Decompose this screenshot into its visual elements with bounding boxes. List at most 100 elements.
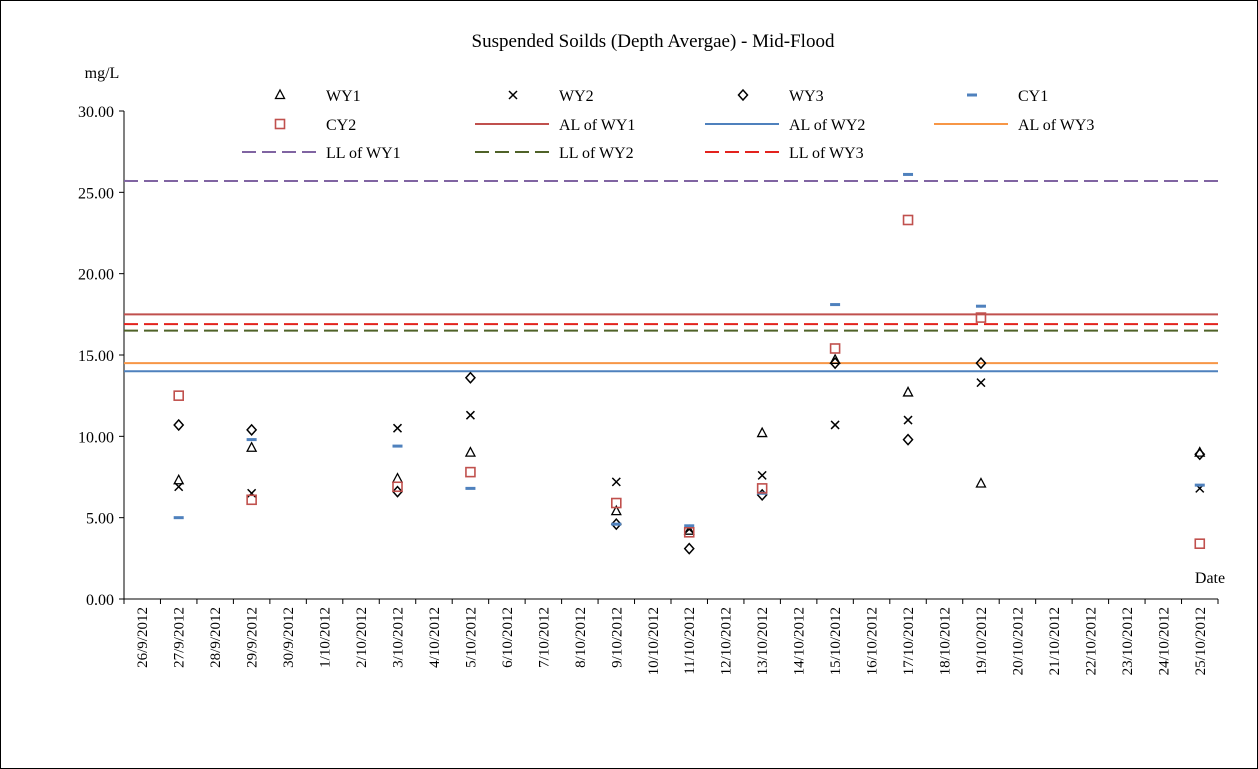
- legend-label: AL of WY2: [789, 117, 865, 134]
- data-point: [610, 504, 622, 516]
- data-point: [903, 415, 913, 425]
- legend-label: WY3: [789, 88, 824, 105]
- legend-entry: WY3: [737, 88, 824, 105]
- y-tick-label: 20.00: [78, 267, 114, 284]
- x-tick-label: 13/10/2012: [755, 607, 771, 675]
- x-tick-label: 24/10/2012: [1156, 607, 1172, 675]
- legend-entry: LL of WY1: [242, 145, 401, 162]
- data-point: [173, 390, 184, 401]
- data-point: [246, 438, 257, 442]
- x-tick-label: 28/9/2012: [208, 607, 224, 668]
- x-tick-label: 29/9/2012: [245, 607, 261, 668]
- legend-entry: AL of WY2: [705, 117, 865, 134]
- data-point: [830, 303, 841, 307]
- data-point: [975, 312, 987, 323]
- x-tick-label: 9/10/2012: [609, 607, 625, 668]
- data-point: [829, 353, 841, 365]
- data-point: [684, 524, 695, 528]
- data-point: [683, 524, 695, 535]
- legend-entry: CY2: [274, 117, 356, 134]
- x-tick-label: 18/10/2012: [938, 607, 954, 675]
- legend-label: CY2: [326, 117, 356, 134]
- x-tick-label: 7/10/2012: [536, 607, 552, 668]
- legend-entry: WY2: [508, 88, 594, 105]
- x-axis-label: Date: [1195, 570, 1225, 587]
- x-tick-label: 27/9/2012: [172, 607, 188, 668]
- x-tick-label: 16/10/2012: [865, 607, 881, 675]
- legend-entry: LL of WY2: [475, 145, 634, 162]
- x-tick-label: 20/10/2012: [1010, 607, 1026, 675]
- data-point: [737, 88, 749, 102]
- x-tick-label: 25/10/2012: [1193, 607, 1209, 675]
- data-point: [683, 542, 695, 555]
- data-point: [1194, 448, 1206, 461]
- x-tick-label: 6/10/2012: [500, 607, 516, 668]
- y-tick-label: 25.00: [78, 185, 114, 202]
- data-point: [756, 426, 768, 438]
- data-point: [967, 93, 977, 97]
- data-point: [976, 378, 986, 388]
- legend-label: CY1: [1018, 88, 1048, 105]
- x-tick-label: 10/10/2012: [646, 607, 662, 675]
- y-tick-label: 0.00: [86, 592, 114, 609]
- y-tick-label: 30.00: [78, 104, 114, 121]
- data-point: [464, 446, 477, 457]
- data-point: [246, 441, 258, 452]
- x-tick-label: 8/10/2012: [573, 607, 589, 668]
- data-point: [508, 90, 518, 100]
- data-point: [391, 485, 404, 498]
- data-point: [392, 423, 403, 433]
- data-point: [610, 518, 622, 531]
- x-tick-label: 5/10/2012: [463, 607, 479, 668]
- data-point: [757, 470, 767, 480]
- legend-entry: CY1: [967, 88, 1048, 105]
- x-tick-label: 2/10/2012: [354, 607, 370, 668]
- x-tick-label: 23/10/2012: [1120, 607, 1136, 675]
- legend-label: WY2: [559, 88, 594, 105]
- data-point: [830, 420, 840, 430]
- data-point: [611, 477, 621, 487]
- data-point: [1194, 538, 1206, 549]
- legend: WY1 WY2 WY3 CY1 CY2 AL of WY1 AL of WY2 AL of W…: [242, 88, 1094, 162]
- data-point: [391, 472, 404, 483]
- data-point: [975, 477, 987, 488]
- x-tick-label: 15/10/2012: [828, 607, 844, 675]
- legend-entry: WY1: [274, 88, 361, 105]
- x-tick-label: 14/10/2012: [792, 607, 808, 675]
- data-point: [246, 423, 258, 436]
- plot-area: 0.00 5.00 10.00 15.00 20.00 25.00 30.00 26/9/20…: [78, 104, 1219, 675]
- chart-title: Suspended Soilds (Depth Avergae) - Mid-F…: [472, 31, 835, 52]
- data-point: [392, 481, 403, 493]
- data-point: [829, 357, 841, 370]
- x-tick-label: 22/10/2012: [1083, 607, 1099, 675]
- data-point: [829, 343, 841, 354]
- legend-entry: LL of WY3: [705, 145, 864, 162]
- data-point: [464, 371, 476, 384]
- data-point: [465, 410, 475, 420]
- x-tick-label: 19/10/2012: [974, 607, 990, 675]
- data-point: [246, 494, 257, 506]
- data-point: [756, 483, 768, 494]
- legend-entry: AL of WY3: [934, 117, 1094, 134]
- data-point: [274, 88, 286, 100]
- data-point: [392, 444, 403, 448]
- legend-label: LL of WY3: [789, 145, 864, 162]
- x-tick-label: 26/9/2012: [135, 607, 151, 668]
- data-point: [756, 488, 768, 502]
- x-tick-label: 4/10/2012: [427, 607, 443, 668]
- legend-label: LL of WY2: [559, 145, 634, 162]
- data-point: [610, 497, 622, 509]
- data-point: [902, 433, 914, 446]
- x-tick-label: 17/10/2012: [901, 607, 917, 675]
- data-point: [173, 516, 184, 520]
- legend-entry: AL of WY1: [475, 117, 635, 134]
- data-point: [174, 482, 184, 492]
- data-point: [903, 172, 914, 176]
- legend-label: WY1: [326, 88, 361, 105]
- data-point: [274, 118, 286, 130]
- data-point: [1194, 483, 1205, 487]
- legend-label: LL of WY1: [326, 145, 401, 162]
- y-tick-label: 15.00: [78, 348, 114, 365]
